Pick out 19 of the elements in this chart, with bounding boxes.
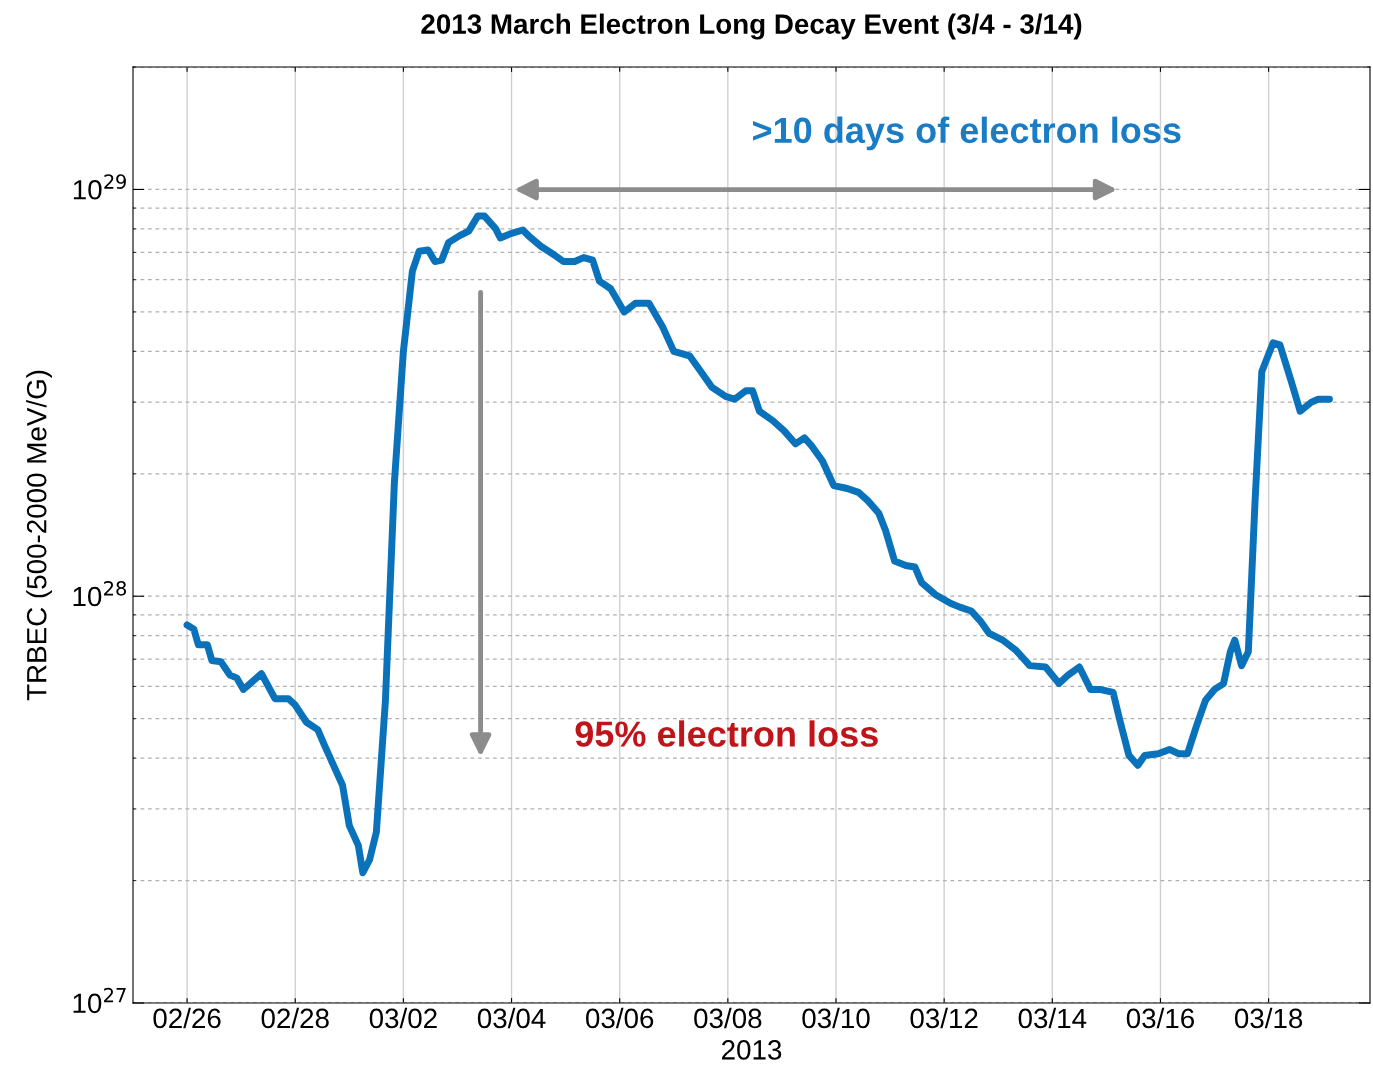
y-axis-title: TRBEC (500-2000 MeV/G): [26, 370, 53, 701]
x-tick-label: 03/06: [586, 1007, 654, 1029]
x-tick-label: 02/28: [261, 1007, 329, 1029]
x-tick-label: 03/12: [910, 1007, 978, 1029]
y-tick-label: 10$^{29}$: [73, 174, 126, 200]
annotation: >10 days of electron loss: [753, 116, 1181, 151]
x-tick-label: 03/10: [802, 1007, 870, 1029]
x-tick-label: 02/26: [153, 1007, 221, 1029]
x-axis-title: 2013: [722, 1040, 782, 1060]
annotation: 95% electron loss: [575, 720, 878, 747]
x-tick-label: 03/18: [1234, 1007, 1303, 1029]
x-tick-label: 03/04: [477, 1007, 546, 1029]
x-tick-label: 03/16: [1126, 1007, 1194, 1029]
x-tick-label: 03/02: [369, 1007, 437, 1029]
x-tick-label: 03/14: [1018, 1007, 1087, 1029]
y-tick-label: 10$^{28}$: [73, 581, 127, 607]
x-tick-label: 03/08: [694, 1007, 762, 1029]
chart-title: 2013 March Electron Long Decay Event (3/4 - 3/14): [421, 13, 1082, 40]
y-tick-label: 10$^{27}$: [73, 987, 126, 1014]
